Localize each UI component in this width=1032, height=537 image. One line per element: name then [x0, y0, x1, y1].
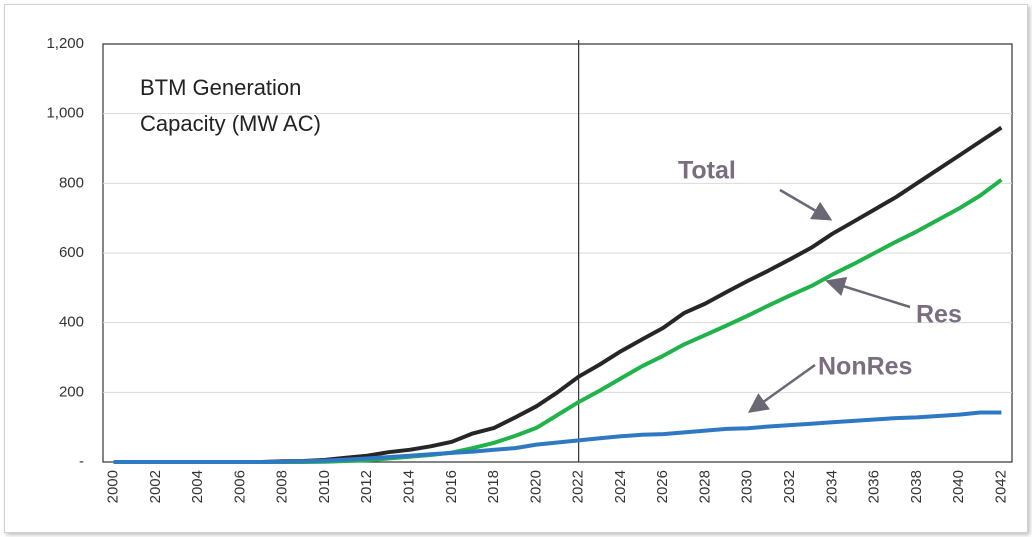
- x-tick-label: 2022: [570, 470, 587, 503]
- y-tick-label: 400: [59, 314, 84, 331]
- x-tick-label: 2032: [781, 470, 798, 503]
- x-tick-label: 2014: [400, 470, 417, 503]
- x-tick-label: 2030: [739, 470, 756, 503]
- x-tick-label: 2026: [654, 470, 671, 503]
- x-tick-label: 2018: [485, 470, 502, 503]
- y-tick-label: 200: [59, 383, 84, 400]
- x-tick-label: 2000: [105, 470, 122, 503]
- x-tick-label: 2028: [696, 470, 713, 503]
- x-tick-label: 2016: [443, 470, 460, 503]
- x-tick-label: 2002: [147, 470, 164, 503]
- x-tick-label: 2010: [316, 470, 333, 503]
- x-tick-label: 2006: [231, 470, 248, 503]
- x-tick-label: 2036: [866, 470, 883, 503]
- series-label: Res: [916, 301, 962, 329]
- y-tick-label: -: [79, 453, 84, 470]
- x-tick-label: 2034: [823, 470, 840, 503]
- marks: - 200 400 600 800 1,000 1,200 2000 2002 2004 2006 2…: [46, 35, 1012, 503]
- y-tick-label: 1,000: [46, 105, 84, 122]
- chart-frame: [4, 4, 1028, 533]
- x-tick-label: 2040: [950, 470, 967, 503]
- series-label: Total: [678, 157, 736, 185]
- chart-title: BTM Generation Capacity (MW AC): [140, 75, 321, 136]
- arrow: [779, 188, 833, 221]
- x-tick-label: 2042: [992, 470, 1009, 503]
- x-tick-label: 2020: [527, 470, 544, 503]
- x-tick-label: 2012: [358, 470, 375, 503]
- x-tick-label: 2038: [908, 470, 925, 503]
- x-tick-label: 2004: [189, 470, 206, 503]
- x-tick-label: 2024: [612, 470, 629, 503]
- series-label: NonRes: [818, 353, 912, 381]
- x-tick-label: 2008: [274, 470, 291, 503]
- arrow: [747, 363, 816, 413]
- arrow: [825, 276, 911, 309]
- y-tick-label: 1,200: [46, 35, 84, 52]
- y-tick-label: 800: [59, 174, 84, 191]
- y-tick-label: 600: [59, 244, 84, 261]
- series-line: [113, 410, 1002, 464]
